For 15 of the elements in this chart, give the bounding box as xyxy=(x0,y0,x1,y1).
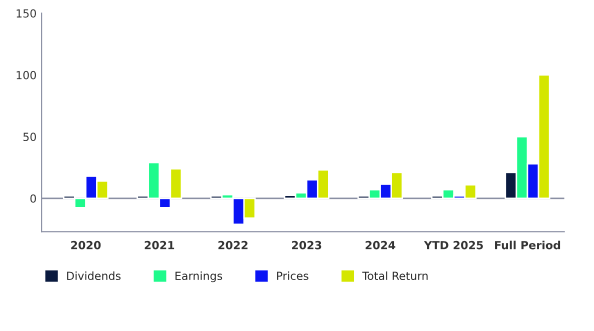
x-tick-label: Full Period xyxy=(495,240,560,250)
x-tick-label: YTD 2025 xyxy=(424,240,483,250)
y-tick-label: 100 xyxy=(16,70,36,80)
y-tick-label: 0 xyxy=(30,194,36,203)
legend-label: Dividends xyxy=(67,271,121,280)
y-tick-label: 50 xyxy=(23,132,36,142)
x-tick-label: 2023 xyxy=(292,240,322,250)
x-tick-label: 2022 xyxy=(218,240,248,250)
x-tick-label: 2020 xyxy=(71,240,101,250)
y-tick-label: 150 xyxy=(16,9,36,18)
x-tick-label: 2024 xyxy=(366,240,396,250)
legend-label: Total Return xyxy=(362,271,428,280)
x-tick-label: 2021 xyxy=(144,240,174,250)
legend-label: Earnings xyxy=(176,271,222,282)
legend-label: Prices xyxy=(277,271,308,280)
